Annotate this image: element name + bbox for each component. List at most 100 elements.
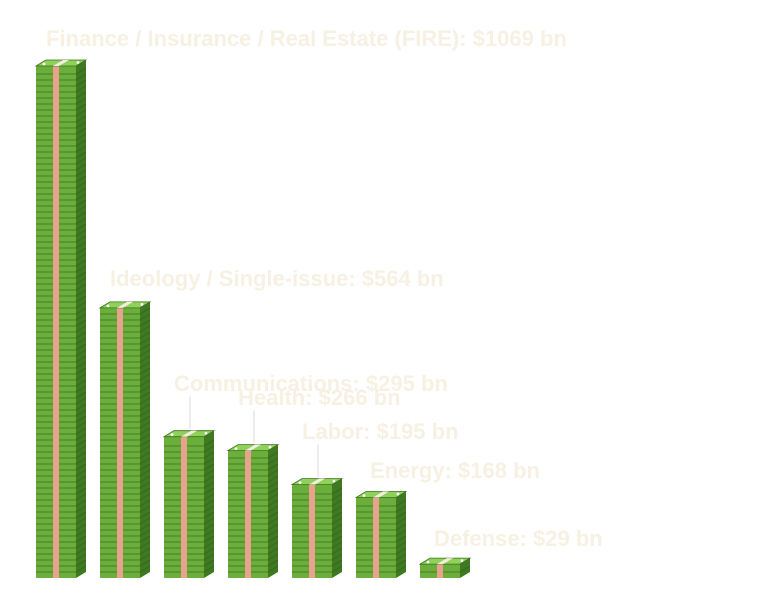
bill-line: [267, 553, 279, 561]
bill-line: [75, 157, 87, 165]
bill-line: [203, 511, 215, 519]
bill-line: [75, 523, 87, 531]
bill-line: [139, 493, 151, 501]
bill-line: [203, 475, 215, 483]
bill-line: [331, 565, 343, 573]
bill-line: [75, 421, 87, 429]
bill-line: [75, 337, 87, 345]
bill-line: [139, 457, 151, 465]
bill-line: [139, 529, 151, 537]
bill-line: [139, 559, 151, 567]
bill-dot: [396, 492, 400, 496]
bill-line: [75, 379, 87, 387]
bill-line: [395, 523, 407, 531]
bill-line: [75, 109, 87, 117]
bill-line: [139, 517, 151, 525]
bill-line: [203, 481, 215, 489]
bill-line: [75, 169, 87, 177]
bill-line: [267, 511, 279, 519]
bill-line: [75, 67, 87, 75]
bill-line: [395, 529, 407, 537]
bill-line: [203, 541, 215, 549]
bill-line: [267, 481, 279, 489]
money-band: [373, 497, 379, 578]
bill-line: [75, 271, 87, 279]
bill-line: [331, 505, 343, 513]
money-band: [437, 564, 443, 578]
data-label: Health: $266 bn: [238, 384, 401, 410]
bill-line: [75, 565, 87, 573]
bill-line: [395, 499, 407, 507]
bill-line: [75, 241, 87, 249]
bill-line: [203, 463, 215, 471]
bill-line: [267, 451, 279, 459]
data-label: Communications: $295 bn: [174, 370, 448, 396]
bill-line: [75, 163, 87, 171]
bill-line: [75, 445, 87, 453]
bill-line: [203, 499, 215, 507]
bill-line: [139, 361, 151, 369]
bill-line: [75, 553, 87, 561]
bill-line: [75, 487, 87, 495]
data-label: Labor: $195 bn: [302, 418, 459, 444]
bill-line: [75, 79, 87, 87]
bill-dot: [362, 494, 366, 497]
bill-line: [267, 523, 279, 531]
bill-line: [267, 559, 279, 567]
bill-line: [395, 553, 407, 561]
bill-line: [75, 181, 87, 189]
bill-line: [203, 505, 215, 513]
bill-line: [267, 535, 279, 543]
bill-line: [75, 349, 87, 357]
bill-line: [139, 313, 151, 321]
bill-line: [75, 559, 87, 567]
bill-line: [139, 421, 151, 429]
data-label: Ideology / Single-issue: $564 bn: [110, 265, 444, 291]
bill-line: [75, 511, 87, 519]
bill-line: [267, 517, 279, 525]
bill-line: [203, 529, 215, 537]
bill-dot: [234, 447, 238, 450]
bill-line: [75, 427, 87, 435]
bill-line: [139, 391, 151, 399]
bill-line: [139, 379, 151, 387]
bill-line: [267, 529, 279, 537]
bill-line: [395, 565, 407, 573]
bill-line: [75, 151, 87, 159]
bill-line: [75, 517, 87, 525]
bill-line: [395, 511, 407, 519]
bill-line: [331, 541, 343, 549]
bill-line: [75, 217, 87, 225]
bill-line: [139, 535, 151, 543]
bill-line: [75, 463, 87, 471]
bill-line: [75, 325, 87, 333]
bill-line: [331, 547, 343, 555]
bill-line: [139, 337, 151, 345]
bill-line: [267, 547, 279, 555]
bill-line: [203, 517, 215, 525]
bill-line: [267, 463, 279, 471]
bill-line: [139, 487, 151, 495]
bill-line: [75, 127, 87, 135]
bill-line: [75, 385, 87, 393]
bill-dot: [332, 479, 336, 483]
bill-line: [139, 475, 151, 483]
bar-stack: [226, 444, 280, 578]
bill-line: [139, 373, 151, 381]
money-band-top: [117, 301, 133, 308]
bill-line: [139, 439, 151, 447]
bill-line: [139, 433, 151, 441]
bill-line: [203, 487, 215, 495]
bill-line: [139, 307, 151, 315]
bill-line: [203, 457, 215, 465]
bill-line: [75, 343, 87, 351]
bill-line: [139, 445, 151, 453]
bill-line: [75, 535, 87, 543]
bar-stack: [98, 301, 152, 578]
bill-line: [139, 463, 151, 471]
bill-line: [75, 397, 87, 405]
bill-line: [203, 523, 215, 531]
data-label: Energy: $168 bn: [370, 457, 540, 483]
bill-line: [203, 451, 215, 459]
bill-line: [75, 85, 87, 93]
